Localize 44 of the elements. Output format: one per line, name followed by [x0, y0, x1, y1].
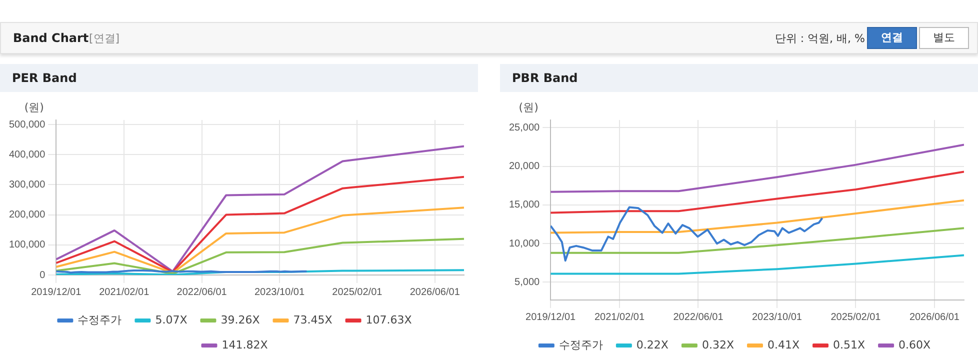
y-tick-label: 300,000 — [8, 179, 46, 190]
x-tick-label: 2019/12/01 — [526, 312, 576, 323]
text: 별도 — [919, 27, 969, 49]
legend-label: 0.22X — [636, 338, 669, 352]
y-tick-label: 500,000 — [8, 119, 46, 130]
y-axis-title: (원) — [24, 100, 44, 114]
x-tick-label: 2023/10/01 — [752, 312, 802, 323]
x-tick-label: 2022/06/01 — [176, 286, 228, 298]
y-tick-label: 25,000 — [508, 122, 540, 134]
legend-label: 5.07X — [155, 313, 188, 326]
legend-label: 수정주가 — [78, 313, 122, 326]
legend-label: 0.60X — [898, 338, 932, 352]
legend-label: 73.45X — [293, 313, 333, 326]
x-tick-label: 2025/02/01 — [332, 286, 383, 298]
chart-title: PER Band — [0, 64, 478, 92]
y-tick-label: 5,000 — [514, 276, 540, 288]
legend-label: 141.82X — [222, 338, 268, 352]
legend-label: 107.63X — [366, 313, 412, 326]
x-tick-label: 2022/06/01 — [673, 312, 724, 323]
y-tick-label: 15,000 — [508, 200, 540, 211]
y-tick-label: 0 — [40, 270, 46, 281]
x-tick-label: 2025/02/01 — [830, 312, 882, 323]
legend-label: 0.41X — [767, 338, 800, 352]
y-tick-label: 100,000 — [8, 240, 46, 251]
x-tick-label: 2026/06/01 — [909, 312, 960, 323]
chart-title: PBR Band — [500, 64, 978, 92]
legend-label: 0.32X — [702, 338, 734, 352]
y-tick-label: 200,000 — [8, 210, 46, 221]
x-tick-label: 2021/02/01 — [594, 312, 645, 323]
x-tick-label: 2019/12/01 — [31, 286, 82, 298]
x-tick-label: 2021/02/01 — [99, 286, 150, 298]
x-tick-label: 2026/06/01 — [410, 286, 460, 298]
text: [연결] — [89, 31, 120, 46]
text: 연결 — [867, 27, 917, 49]
legend-label: 39.26X — [220, 313, 260, 326]
legend-label: 0.51X — [833, 338, 866, 352]
y-tick-label: 20,000 — [508, 161, 540, 172]
x-tick-label: 2023/10/01 — [254, 286, 305, 298]
y-tick-label: 10,000 — [508, 238, 540, 250]
text: 단위 : 억원, 배, % — [774, 31, 865, 46]
legend-label: 수정주가 — [558, 338, 603, 352]
text: Band Chart — [13, 31, 89, 45]
y-axis-title: (원) — [518, 100, 538, 114]
y-tick-label: 400,000 — [8, 149, 46, 160]
